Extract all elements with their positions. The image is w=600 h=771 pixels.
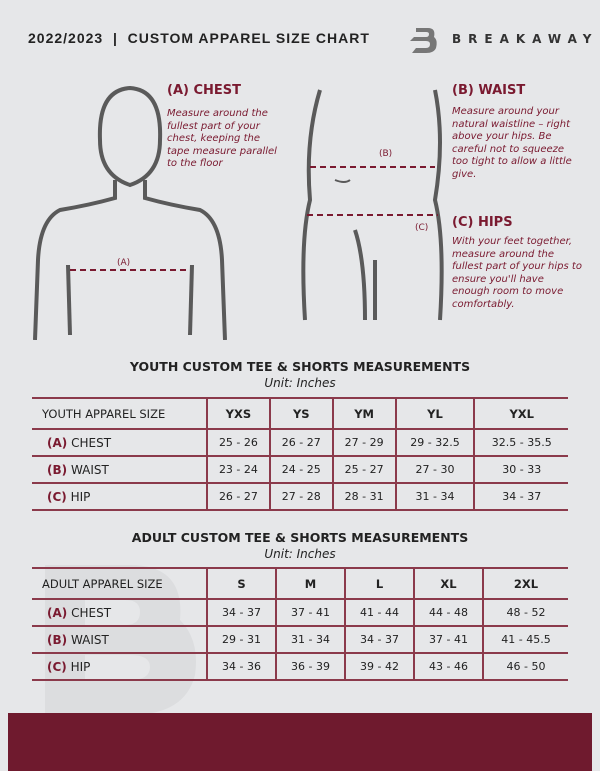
measurement-label: (B) WAIST xyxy=(32,625,207,654)
measurement-value: 29 - 32.5 xyxy=(394,428,475,457)
adult-size-table: ADULT APPAREL SIZE S M L XL 2XL (A) CHES… xyxy=(32,567,568,681)
measurement-label: (C) HIP xyxy=(32,482,207,511)
corner-label: YOUTH APPAREL SIZE xyxy=(32,397,207,430)
measurement-value: 34 - 36 xyxy=(206,652,276,681)
table-row: (B) WAIST 23 - 24 24 - 25 25 - 27 27 - 30 30 … xyxy=(32,455,568,484)
measurement-value: 34 - 37 xyxy=(344,625,414,654)
waist-description: Measure around your natural waistline – … xyxy=(452,106,572,180)
table-row: (B) WAIST 29 - 31 31 - 34 34 - 37 37 - 41 41 … xyxy=(32,625,568,654)
measurement-value: 27 - 29 xyxy=(331,428,396,457)
measurement-value: 48 - 52 xyxy=(482,598,568,627)
breakaway-logo-icon xyxy=(410,28,437,53)
measurement-label: (A) CHEST xyxy=(32,428,207,457)
chest-marker: (A) xyxy=(117,258,131,268)
measurement-value: 24 - 25 xyxy=(268,455,333,484)
measurement-value: 41 - 44 xyxy=(344,598,414,627)
size-header: YM xyxy=(331,397,396,430)
measurement-code: (C) xyxy=(47,489,67,504)
measurement-value: 34 - 37 xyxy=(473,482,568,511)
waist-marker: (B) xyxy=(379,149,393,159)
measurement-value: 30 - 33 xyxy=(473,455,568,484)
hips-heading: (C) HIPS xyxy=(452,215,513,230)
page-title: 2022/2023 | CUSTOM APPAREL SIZE CHART xyxy=(28,30,370,46)
size-header: XL xyxy=(413,567,483,600)
measurement-code: (A) xyxy=(47,435,68,450)
brand-name: BREAKAWAY xyxy=(452,32,599,46)
hips-description: With your feet together, measure around … xyxy=(452,236,582,310)
size-header: YXS xyxy=(206,397,270,430)
size-header: M xyxy=(275,567,345,600)
chest-description: Measure around the fullest part of your … xyxy=(167,108,277,169)
measurement-value: 29 - 31 xyxy=(206,625,276,654)
table-header-row: YOUTH APPAREL SIZE YXS YS YM YL YXL xyxy=(32,397,568,430)
size-header: 2XL xyxy=(482,567,568,600)
measurement-value: 28 - 31 xyxy=(331,482,396,511)
hips-marker: (C) xyxy=(415,223,429,233)
footer-band xyxy=(8,713,592,771)
table-row: (A) CHEST 25 - 26 26 - 27 27 - 29 29 - 32.5 3… xyxy=(32,428,568,457)
measurement-value: 46 - 50 xyxy=(482,652,568,681)
measurement-value: 31 - 34 xyxy=(275,625,345,654)
measurement-value: 34 - 37 xyxy=(206,598,276,627)
youth-size-table: YOUTH APPAREL SIZE YXS YS YM YL YXL (A) … xyxy=(32,397,568,511)
youth-section-title: YOUTH CUSTOM TEE & SHORTS MEASUREMENTS xyxy=(129,359,471,374)
size-header: YL xyxy=(394,397,475,430)
measurement-value: 26 - 27 xyxy=(268,428,333,457)
measurement-name: HIP xyxy=(70,659,91,674)
measurement-value: 31 - 34 xyxy=(394,482,475,511)
measurement-value: 37 - 41 xyxy=(413,625,483,654)
chest-heading: (A) CHEST xyxy=(167,83,242,98)
measurement-value: 36 - 39 xyxy=(275,652,345,681)
measurement-code: (C) xyxy=(47,659,67,674)
measurement-value: 26 - 27 xyxy=(206,482,270,511)
measurement-name: CHEST xyxy=(71,605,112,620)
measurement-code: (A) xyxy=(47,605,68,620)
adult-section-title: ADULT CUSTOM TEE & SHORTS MEASUREMENTS xyxy=(131,530,469,545)
measurement-label: (A) CHEST xyxy=(32,598,207,627)
measurement-value: 25 - 27 xyxy=(331,455,396,484)
size-header: S xyxy=(206,567,276,600)
measurement-code: (B) xyxy=(47,462,68,477)
measurement-value: 44 - 48 xyxy=(413,598,483,627)
measurement-label: (C) HIP xyxy=(32,652,207,681)
youth-unit: Unit: Inches xyxy=(264,376,336,390)
measurement-value: 23 - 24 xyxy=(206,455,270,484)
chest-figure xyxy=(33,85,227,340)
size-header: L xyxy=(344,567,414,600)
measurement-value: 43 - 46 xyxy=(413,652,483,681)
waist-heading: (B) WAIST xyxy=(452,83,526,98)
table-header-row: ADULT APPAREL SIZE S M L XL 2XL xyxy=(32,567,568,600)
measurement-code: (B) xyxy=(47,632,68,647)
measurement-value: 37 - 41 xyxy=(275,598,345,627)
adult-unit: Unit: Inches xyxy=(264,547,336,561)
measurement-value: 27 - 30 xyxy=(394,455,475,484)
table-row: (C) HIP 26 - 27 27 - 28 28 - 31 31 - 34 34 - … xyxy=(32,482,568,511)
measurement-value: 39 - 42 xyxy=(344,652,414,681)
measurement-value: 41 - 45.5 xyxy=(482,625,568,654)
measurement-value: 27 - 28 xyxy=(268,482,333,511)
measurement-name: CHEST xyxy=(71,435,112,450)
measurement-value: 25 - 26 xyxy=(206,428,270,457)
measurement-name: WAIST xyxy=(70,632,109,647)
measurement-label: (B) WAIST xyxy=(32,455,207,484)
measurement-name: WAIST xyxy=(70,462,109,477)
size-header: YXL xyxy=(473,397,568,430)
size-header: YS xyxy=(268,397,333,430)
waist-hips-figure xyxy=(301,89,444,321)
measurement-value: 32.5 - 35.5 xyxy=(473,428,568,457)
measurement-name: HIP xyxy=(70,489,91,504)
corner-label: ADULT APPAREL SIZE xyxy=(32,567,207,600)
table-row: (C) HIP 34 - 36 36 - 39 39 - 42 43 - 46 46 - … xyxy=(32,652,568,681)
table-row: (A) CHEST 34 - 37 37 - 41 41 - 44 44 - 48 48 … xyxy=(32,598,568,627)
